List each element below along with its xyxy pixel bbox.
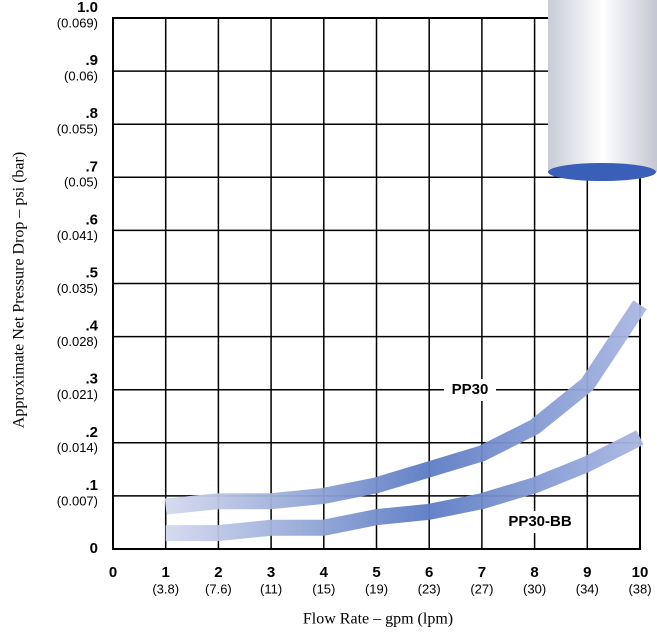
- y-tick-alt-label: (0.021): [57, 387, 98, 402]
- series-label-bg: [499, 511, 581, 533]
- plot-area: [112, 17, 641, 550]
- y-tick-alt-label: (0.06): [64, 69, 98, 84]
- series-band: [165, 430, 644, 542]
- y-tick-alt-label: (0.041): [57, 228, 98, 243]
- series-label: PP30: [452, 381, 489, 398]
- x-tick-label: 5: [372, 564, 380, 581]
- x-tick-alt-label: (11): [260, 581, 282, 596]
- x-tick-label: 0: [109, 564, 117, 581]
- y-tick-label: .1: [85, 477, 98, 494]
- x-tick-alt-label: (27): [470, 581, 493, 596]
- x-tick-label: 6: [425, 564, 433, 581]
- y-tick-alt-label: (0.069): [57, 15, 98, 30]
- series-band: [164, 300, 647, 515]
- x-tick-label: 3: [267, 564, 275, 581]
- y-tick-alt-label: (0.028): [57, 334, 98, 349]
- x-tick-alt-label: (15): [312, 581, 335, 596]
- y-tick-alt-label: (0.055): [57, 122, 98, 137]
- x-tick-alt-label: (7.6): [205, 581, 232, 596]
- x-tick-label: 8: [530, 564, 538, 581]
- x-tick-label: 7: [478, 564, 486, 581]
- filter-body: [548, 0, 657, 172]
- x-tick-label: 4: [320, 564, 329, 581]
- y-tick-label: 0: [90, 540, 98, 557]
- y-tick-label: .3: [85, 371, 98, 388]
- y-tick-alt-label: (0.035): [57, 281, 98, 296]
- plot-border: [112, 17, 641, 550]
- x-tick-alt-label: (23): [418, 581, 441, 596]
- x-tick-alt-label: (19): [365, 581, 388, 596]
- y-tick-label: .7: [85, 158, 98, 175]
- y-tick-label: .6: [85, 211, 98, 228]
- y-tick-label: 1.0: [77, 0, 98, 16]
- y-tick-label: .8: [85, 105, 98, 122]
- y-tick-alt-label: (0.05): [64, 175, 98, 190]
- filter-cap: [548, 163, 656, 181]
- y-tick-label: .9: [85, 52, 98, 69]
- x-tick-alt-label: (30): [523, 581, 546, 596]
- x-tick-alt-label: (38): [628, 581, 651, 596]
- x-tick-alt-label: (3.8): [152, 581, 179, 596]
- filter-image: [548, 0, 657, 181]
- x-tick-label: 9: [583, 564, 591, 581]
- y-tick-alt-label: (0.014): [57, 440, 98, 455]
- x-tick-alt-label: (34): [576, 581, 599, 596]
- y-tick-label: .5: [85, 264, 98, 281]
- x-tick-label: 10: [632, 564, 649, 581]
- series-label-bg: [444, 379, 496, 401]
- y-tick-label: .4: [85, 318, 98, 335]
- x-axis-title: Flow Rate – gpm (lpm): [303, 611, 453, 628]
- x-tick-label: 1: [162, 564, 170, 581]
- y-axis-title: Approximate Net Pressure Drop – psi (bar…: [11, 152, 28, 428]
- y-tick-label: .2: [85, 424, 98, 441]
- x-tick-label: 2: [214, 564, 222, 581]
- y-tick-alt-label: (0.007): [57, 493, 98, 508]
- series-label: PP30-BB: [508, 513, 572, 530]
